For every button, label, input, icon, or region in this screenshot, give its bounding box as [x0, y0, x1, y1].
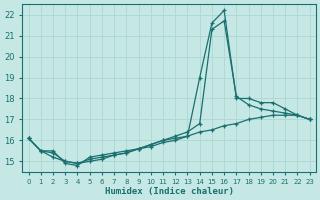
X-axis label: Humidex (Indice chaleur): Humidex (Indice chaleur): [105, 187, 234, 196]
